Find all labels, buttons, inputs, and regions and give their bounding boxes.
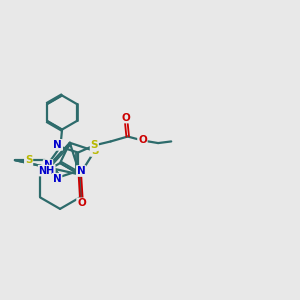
Text: S: S bbox=[91, 140, 98, 150]
Text: N: N bbox=[53, 174, 62, 184]
Text: O: O bbox=[138, 136, 147, 146]
Text: N: N bbox=[44, 160, 52, 170]
Text: S: S bbox=[91, 146, 98, 156]
Text: N: N bbox=[77, 166, 85, 176]
Text: NH: NH bbox=[39, 166, 55, 176]
Text: O: O bbox=[77, 198, 86, 208]
Text: O: O bbox=[122, 112, 130, 123]
Text: S: S bbox=[25, 155, 32, 165]
Text: N: N bbox=[53, 140, 62, 150]
